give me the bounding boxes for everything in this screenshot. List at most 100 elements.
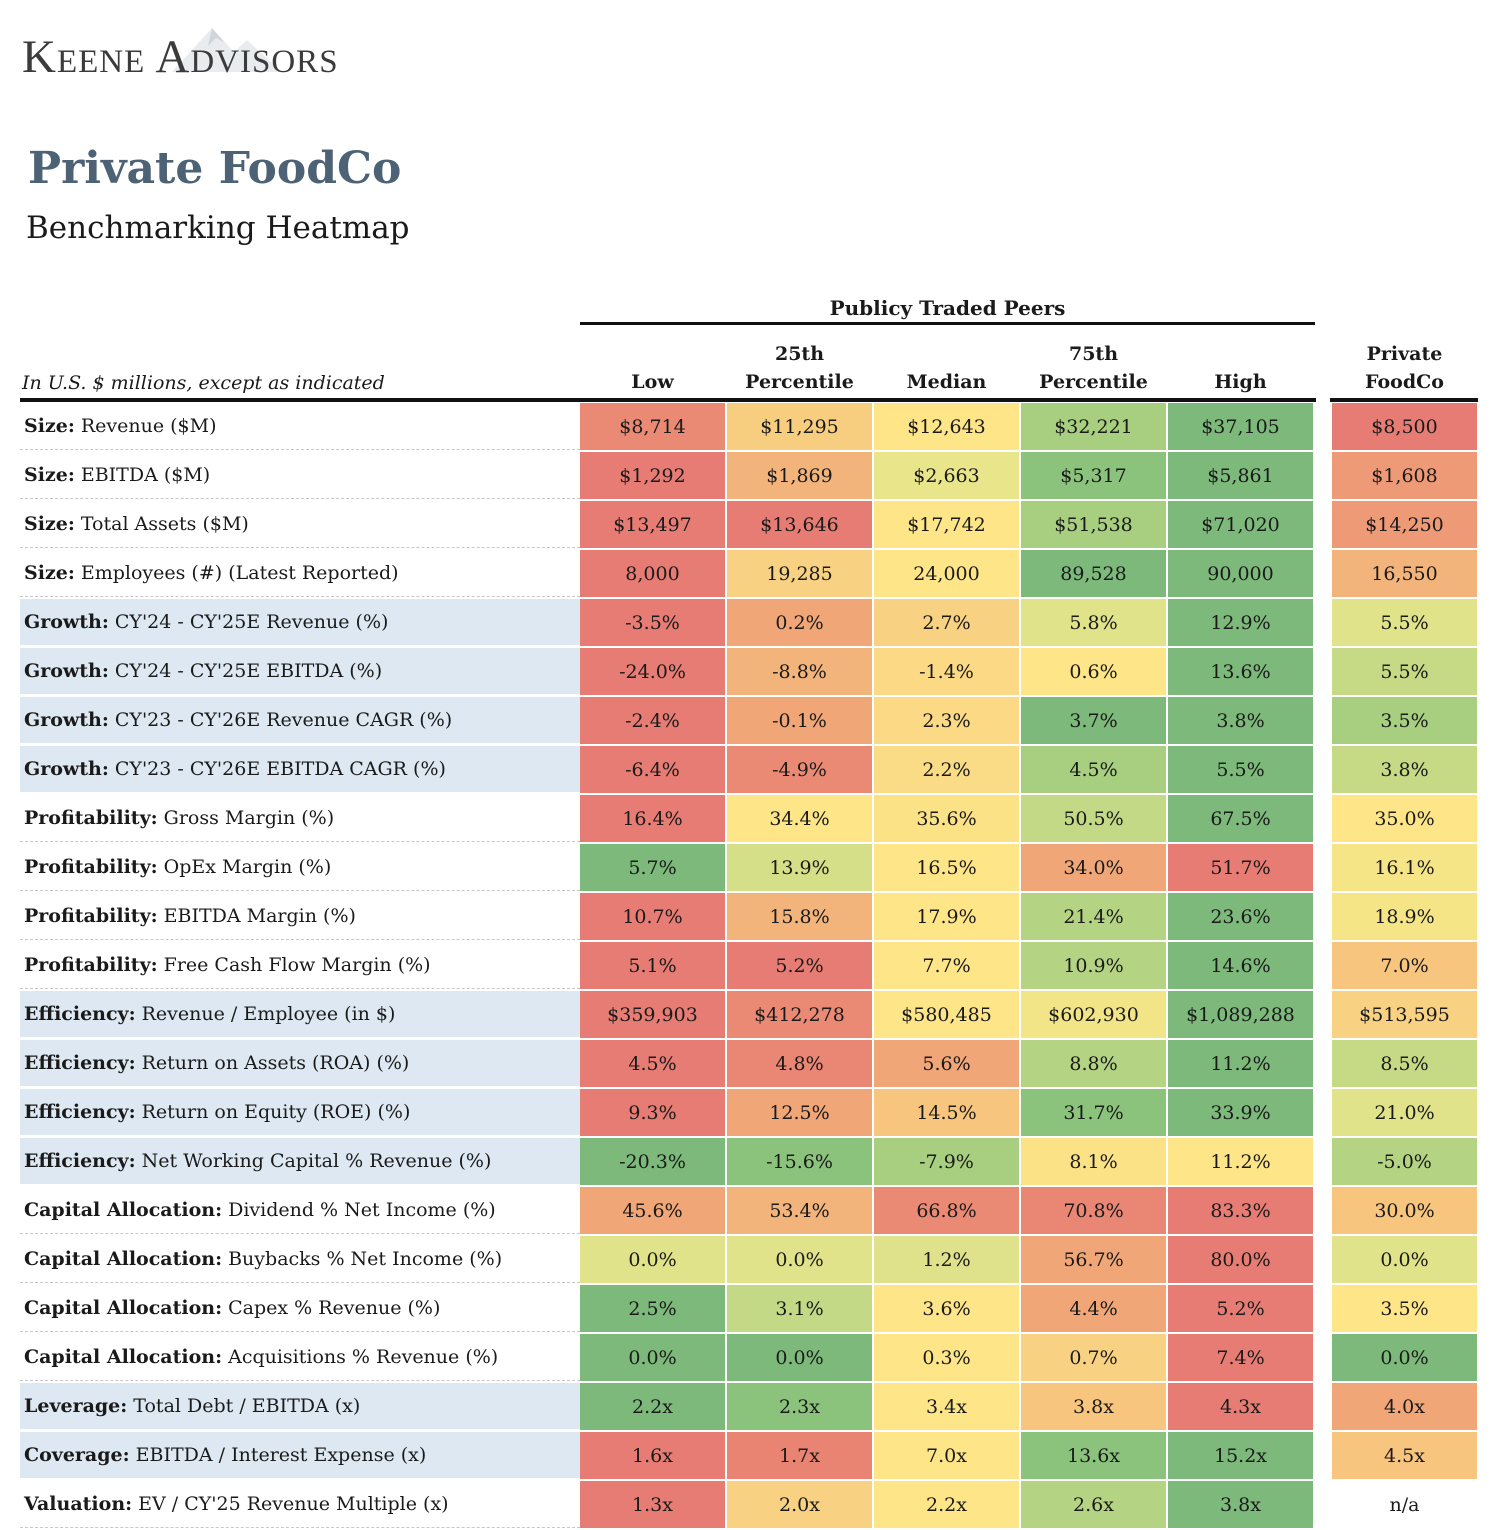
private-foodco-cell: n/a [1332,1481,1477,1528]
heatmap-cell: $2,663 [874,452,1019,499]
row-metric: Total Debt / EBITDA (x) [133,1395,361,1417]
row-label: Size: EBITDA ($M) [20,452,580,499]
row-category: Size: [24,464,75,486]
private-foodco-cell: 5.5% [1332,648,1477,695]
heatmap-cell: 56.7% [1021,1236,1166,1283]
row-category: Size: [24,513,75,535]
table-row: Efficiency: Return on Assets (ROA) (%) 4.5… [0,1040,1500,1089]
private-foodco-cell: 16,550 [1332,550,1477,597]
heatmap-cell: 70.8% [1021,1187,1166,1234]
heatmap-cell: 3.1% [727,1285,872,1332]
heatmap-cell: 4.3x [1168,1383,1313,1430]
row-metric: CY'23 - CY'26E Revenue CAGR (%) [114,709,453,731]
row-label: Growth: CY'24 - CY'25E Revenue (%) [20,599,580,646]
heatmap-cell: 10.7% [580,893,725,940]
heatmap-cell: 1.2% [874,1236,1019,1283]
private-foodco-cell: $8,500 [1332,403,1477,450]
heatmap-cell: 1.3x [580,1481,725,1528]
row-category: Profitability: [24,856,158,878]
row-category: Efficiency: [24,1150,136,1172]
heatmap-cell: $37,105 [1168,403,1313,450]
row-label: Size: Revenue ($M) [20,403,580,450]
private-foodco-cell: $1,608 [1332,452,1477,499]
heatmap-cell: 50.5% [1021,795,1166,842]
mountain-icon [172,28,282,72]
heatmap-cell: $359,903 [580,991,725,1038]
heatmap-cell: 14.5% [874,1089,1019,1136]
heatmap-cell: 5.1% [580,942,725,989]
heatmap-cell: -0.1% [727,697,872,744]
heatmap-cell: -8.8% [727,648,872,695]
row-metric: Dividend % Net Income (%) [228,1199,496,1221]
heatmap-cell: 0.3% [874,1334,1019,1381]
heatmap-cell: $13,497 [580,501,725,548]
heatmap-cell: 2.2x [874,1481,1019,1528]
heatmap-cell: 16.4% [580,795,725,842]
row-category: Efficiency: [24,1052,136,1074]
heatmap-cell: 9.3% [580,1089,725,1136]
heatmap-cell: $11,295 [727,403,872,450]
row-category: Size: [24,562,75,584]
heatmap-cell: 11.2% [1168,1040,1313,1087]
heatmap-cell: 5.8% [1021,599,1166,646]
row-label: Profitability: OpEx Margin (%) [20,844,580,891]
private-foodco-cell: 3.5% [1332,1285,1477,1332]
private-foodco-cell: $14,250 [1332,501,1477,548]
heatmap-cell: $602,930 [1021,991,1166,1038]
private-foodco-cell: 16.1% [1332,844,1477,891]
private-foodco-cell: 0.0% [1332,1334,1477,1381]
heatmap-cell: 12.5% [727,1089,872,1136]
row-label: Profitability: EBITDA Margin (%) [20,893,580,940]
row-label: Valuation: EV / CY'25 Revenue Multiple (x… [20,1481,580,1528]
row-category: Efficiency: [24,1101,136,1123]
private-foodco-cell: 4.0x [1332,1383,1477,1430]
header-rule [20,398,1316,402]
private-foodco-cell: 30.0% [1332,1187,1477,1234]
row-label: Profitability: Free Cash Flow Margin (%) [20,942,580,989]
heatmap-cell: $1,089,288 [1168,991,1313,1038]
heatmap-cell: $412,278 [727,991,872,1038]
heatmap-cell: -6.4% [580,746,725,793]
heatmap-cell: 2.2% [874,746,1019,793]
company-logo: Keene Advisors [22,28,339,100]
row-metric: Net Working Capital % Revenue (%) [141,1150,492,1172]
heatmap-cell: -4.9% [727,746,872,793]
heatmap-cell: 1.6x [580,1432,725,1479]
table-row: Capital Allocation: Capex % Revenue (%) 2.… [0,1285,1500,1334]
table-row: Efficiency: Revenue / Employee (in $) $359… [0,991,1500,1040]
column-header-median-label: Median [906,371,987,393]
row-metric: EBITDA Margin (%) [163,905,356,927]
heatmap-cell: 8,000 [580,550,725,597]
row-label: Profitability: Gross Margin (%) [20,795,580,842]
heatmap-cell: 89,528 [1021,550,1166,597]
heatmap-cell: 0.0% [727,1236,872,1283]
heatmap-cell: 5.5% [1168,746,1313,793]
heatmap-cell: 66.8% [874,1187,1019,1234]
row-metric: Total Assets ($M) [80,513,249,535]
heatmap-cell: 51.7% [1168,844,1313,891]
heatmap-cell: 4.8% [727,1040,872,1087]
heatmap-cell: 5.6% [874,1040,1019,1087]
row-metric: Gross Margin (%) [163,807,335,829]
heatmap-cell: 8.1% [1021,1138,1166,1185]
heatmap-cell: 67.5% [1168,795,1313,842]
row-category: Profitability: [24,807,158,829]
row-label: Capital Allocation: Acquisitions % Revenu… [20,1334,580,1381]
table-row: Size: EBITDA ($M) $1,292 $1,869 $2,663 $5,317… [0,452,1500,501]
row-category: Capital Allocation: [24,1297,223,1319]
row-label: Coverage: EBITDA / Interest Expense (x) [20,1432,580,1479]
heatmap-cell: 2.2x [580,1383,725,1430]
heatmap-cell: 4.4% [1021,1285,1166,1332]
row-metric: Revenue / Employee (in $) [141,1003,396,1025]
row-metric: Return on Equity (ROE) (%) [141,1101,411,1123]
heatmap-cell: 3.8% [1168,697,1313,744]
heatmap-cell: 2.3% [874,697,1019,744]
heatmap-cell: 19,285 [727,550,872,597]
column-header-median: Median [874,340,1019,396]
heatmap-cell: 8.8% [1021,1040,1166,1087]
heatmap-cell: 2.5% [580,1285,725,1332]
column-header-high-label: High [1214,371,1267,393]
heatmap-cell: 15.8% [727,893,872,940]
row-metric: Capex % Revenue (%) [228,1297,441,1319]
heatmap-cell: 5.2% [727,942,872,989]
